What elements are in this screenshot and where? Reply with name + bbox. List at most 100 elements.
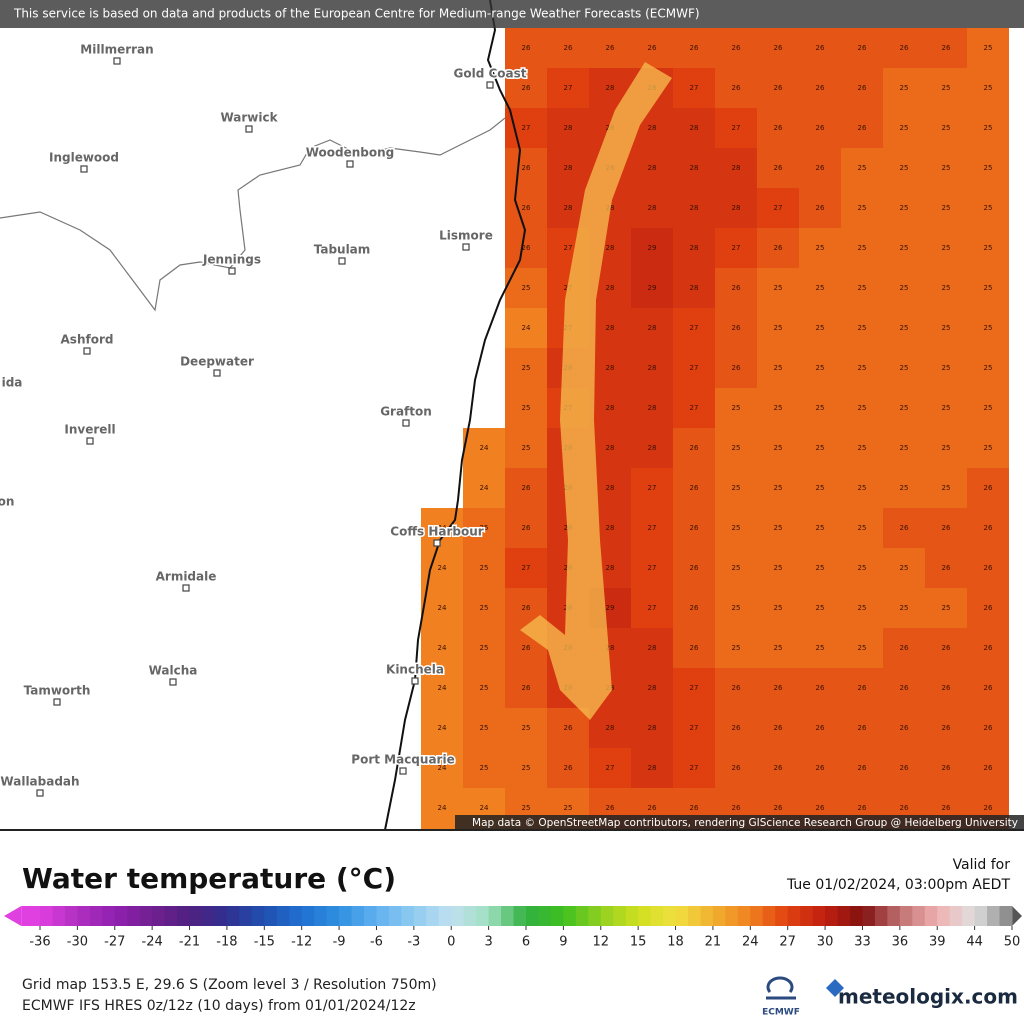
sea-cell bbox=[925, 268, 967, 308]
map-credit: Map data © OpenStreetMap contributors, r… bbox=[472, 817, 1018, 829]
cell-value: 26 bbox=[732, 724, 741, 732]
cell-value: 25 bbox=[984, 244, 993, 252]
sea-cell bbox=[505, 708, 547, 748]
cell-value: 25 bbox=[984, 84, 993, 92]
town-marker bbox=[169, 678, 177, 686]
colorbar-tick-label: 18 bbox=[667, 935, 684, 950]
cell-value: 25 bbox=[984, 164, 993, 172]
ecmwf-logo-mark bbox=[766, 976, 796, 1000]
colorbar-tick-label: 0 bbox=[447, 935, 455, 950]
sea-cell bbox=[631, 268, 673, 308]
cell-value: 25 bbox=[942, 444, 951, 452]
cell-value: 25 bbox=[900, 84, 909, 92]
sea-cell bbox=[925, 508, 967, 548]
cell-value: 26 bbox=[942, 684, 951, 692]
town-label: Kinchela bbox=[386, 663, 444, 677]
colorbar-tick-label: -12 bbox=[291, 935, 312, 950]
sea-cell bbox=[799, 508, 841, 548]
sea-cell bbox=[925, 108, 967, 148]
sea-cell bbox=[883, 508, 925, 548]
town-label: Warwick bbox=[220, 111, 278, 125]
cell-value: 26 bbox=[648, 804, 657, 812]
town-marker bbox=[486, 81, 494, 89]
cell-value: 25 bbox=[774, 444, 783, 452]
colorbar-tick-label: 6 bbox=[522, 935, 530, 950]
sea-cell bbox=[715, 708, 757, 748]
cell-value: 26 bbox=[900, 764, 909, 772]
colorbar-tick-label: -3 bbox=[407, 935, 420, 950]
cell-value: 26 bbox=[522, 524, 531, 532]
cell-value: 28 bbox=[648, 724, 657, 732]
sea-cell bbox=[505, 668, 547, 708]
sea-cell bbox=[967, 228, 1009, 268]
sea-cell bbox=[841, 188, 883, 228]
cell-value: 25 bbox=[942, 164, 951, 172]
cell-value: 28 bbox=[732, 164, 741, 172]
colorbar-swatch bbox=[924, 906, 938, 926]
sea-cell bbox=[967, 268, 1009, 308]
cell-value: 25 bbox=[774, 644, 783, 652]
sea-cell bbox=[715, 668, 757, 708]
sea-cell bbox=[505, 468, 547, 508]
town-marker bbox=[83, 347, 91, 355]
cell-value: 25 bbox=[774, 324, 783, 332]
cell-value: 26 bbox=[522, 604, 531, 612]
colorbar-swatch bbox=[538, 906, 552, 926]
sea-cell bbox=[589, 748, 631, 788]
colorbar-swatch bbox=[762, 906, 776, 926]
town-label: Grafton bbox=[380, 405, 432, 419]
colorbar-swatch bbox=[52, 906, 66, 926]
cell-value: 25 bbox=[942, 484, 951, 492]
sea-cell bbox=[757, 628, 799, 668]
sea-cell bbox=[589, 28, 631, 68]
colorbar-swatch bbox=[775, 906, 789, 926]
town-label: Gold Coast bbox=[453, 67, 526, 81]
cell-value: 25 bbox=[900, 284, 909, 292]
credit-bar bbox=[455, 815, 1024, 830]
cell-value: 28 bbox=[606, 444, 615, 452]
cell-value: 26 bbox=[648, 44, 657, 52]
cell-value: 26 bbox=[564, 44, 573, 52]
sea-cell bbox=[505, 148, 547, 188]
cell-value: 26 bbox=[858, 724, 867, 732]
sea-cell bbox=[757, 68, 799, 108]
colorbar-tick-label: 33 bbox=[854, 935, 871, 950]
sea-cell bbox=[505, 748, 547, 788]
cell-value: 26 bbox=[942, 764, 951, 772]
town-marker bbox=[213, 369, 221, 377]
cell-value: 26 bbox=[858, 124, 867, 132]
sea-cell bbox=[799, 668, 841, 708]
cell-value: 28 bbox=[606, 484, 615, 492]
colorbar-swatch bbox=[899, 906, 913, 926]
cell-value: 28 bbox=[606, 284, 615, 292]
cell-value: 25 bbox=[522, 764, 531, 772]
sea-cell bbox=[883, 308, 925, 348]
cell-value: 27 bbox=[732, 124, 741, 132]
colorbar-swatch bbox=[64, 906, 78, 926]
cell-value: 25 bbox=[900, 564, 909, 572]
colorbar-swatch bbox=[625, 906, 639, 926]
town-label: Port Macquarie bbox=[351, 753, 454, 767]
sea-cell bbox=[883, 188, 925, 228]
town-marker bbox=[80, 165, 88, 173]
colorbar-swatch bbox=[239, 906, 253, 926]
cell-value: 26 bbox=[942, 724, 951, 732]
cell-value: 26 bbox=[774, 724, 783, 732]
sea-cell bbox=[673, 348, 715, 388]
sea-cell bbox=[967, 108, 1009, 148]
sea-cell bbox=[799, 308, 841, 348]
sea-cell bbox=[799, 148, 841, 188]
cell-value: 24 bbox=[438, 604, 447, 612]
sea-cell bbox=[967, 68, 1009, 108]
cell-value: 24 bbox=[438, 684, 447, 692]
sea-cell bbox=[673, 68, 715, 108]
cell-value: 25 bbox=[858, 324, 867, 332]
town-label: Walcha bbox=[149, 664, 198, 678]
sea-cell bbox=[421, 668, 463, 708]
sea-cell bbox=[883, 148, 925, 188]
sea-cell bbox=[841, 148, 883, 188]
sea-cell bbox=[967, 628, 1009, 668]
colorbar-swatch bbox=[825, 906, 839, 926]
colorbar-swatch bbox=[613, 906, 627, 926]
cell-value: 26 bbox=[858, 684, 867, 692]
